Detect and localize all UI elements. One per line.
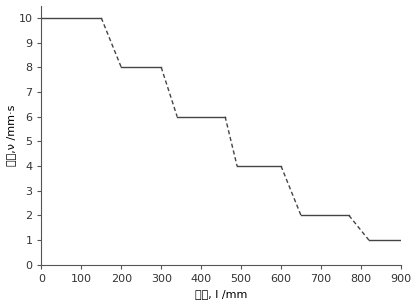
Y-axis label: 速度,ν /mm·s: 速度,ν /mm·s (5, 105, 15, 166)
X-axis label: 位置, l /mm: 位置, l /mm (195, 289, 247, 300)
